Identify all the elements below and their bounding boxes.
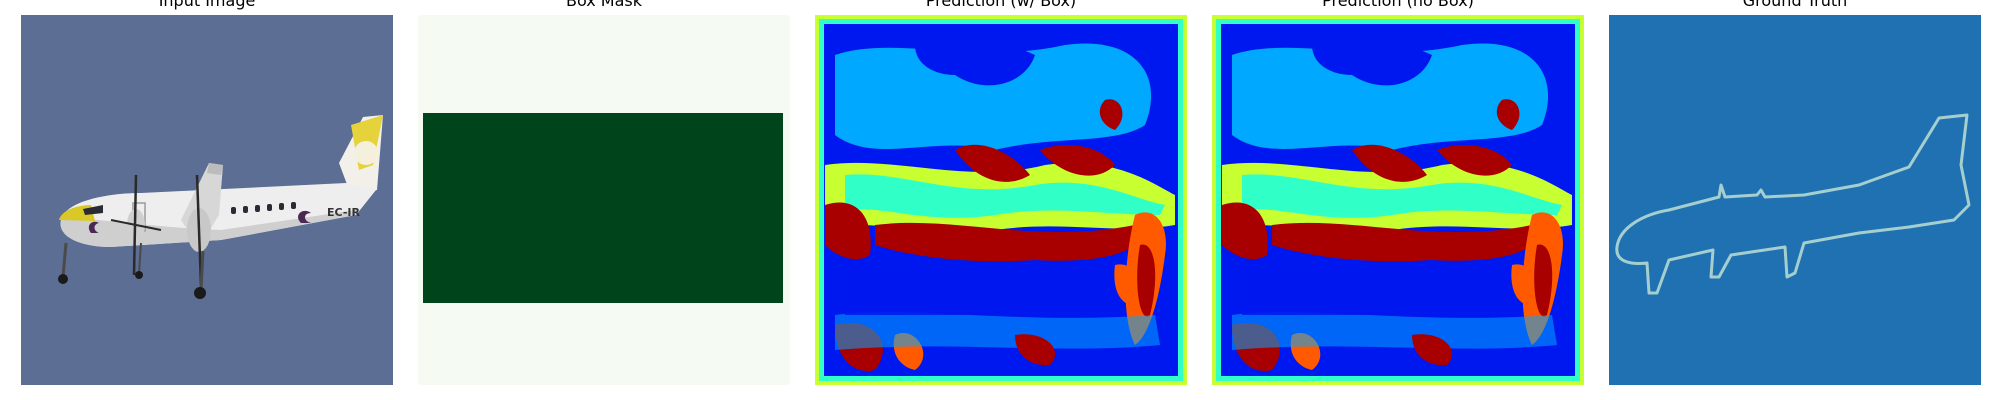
panel-title: Ground Truth — [1742, 0, 1848, 10]
prediction-no-box-image — [1212, 15, 1584, 385]
ground-truth-image — [1609, 15, 1981, 385]
aircraft-outline — [1615, 113, 1971, 295]
prediction-heatmap — [815, 15, 1187, 385]
prediction-with-box-image — [815, 15, 1187, 385]
registration-label: EC-IR — [327, 206, 360, 219]
prediction-no-box-panel: Prediction (no Box) — [1212, 0, 1584, 400]
ground-truth-panel: Ground Truth — [1609, 0, 1981, 400]
prediction-with-box-panel: Prediction (w/ Box) — [815, 0, 1187, 400]
panel-title: Prediction (no Box) — [1322, 0, 1474, 10]
panel-title: Prediction (w/ Box) — [925, 0, 1077, 10]
box-mask — [418, 15, 790, 385]
input-image: EC-IR — [21, 15, 393, 385]
ground-truth-mask — [1609, 15, 1981, 385]
prediction-heatmap — [1212, 15, 1584, 385]
bounding-box-region — [423, 113, 783, 303]
panel-title: Box Mask — [565, 0, 643, 10]
input-image-panel: Input Image — [21, 0, 393, 400]
box-mask-image — [418, 15, 790, 385]
aircraft-photo: EC-IR — [21, 15, 393, 385]
box-mask-panel: Box Mask — [418, 0, 790, 400]
panel-title: Input Image — [158, 0, 256, 10]
